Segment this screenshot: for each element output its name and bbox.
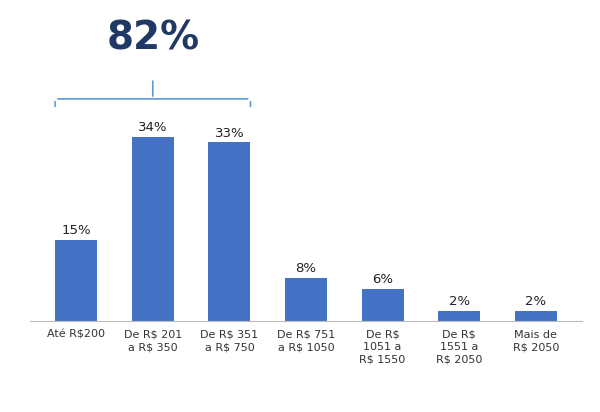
Text: 2%: 2% <box>525 295 547 308</box>
Text: 34%: 34% <box>138 121 167 134</box>
Text: 8%: 8% <box>296 262 317 275</box>
Text: 6%: 6% <box>372 273 393 286</box>
Bar <box>285 278 327 321</box>
Bar <box>438 311 480 321</box>
Text: 2%: 2% <box>449 295 470 308</box>
Text: 33%: 33% <box>215 127 244 140</box>
Text: 15%: 15% <box>61 224 91 237</box>
Text: 82%: 82% <box>106 20 199 58</box>
Bar <box>55 240 97 321</box>
Bar <box>132 137 174 321</box>
Bar <box>208 143 250 321</box>
Bar <box>515 311 557 321</box>
Bar <box>362 289 404 321</box>
